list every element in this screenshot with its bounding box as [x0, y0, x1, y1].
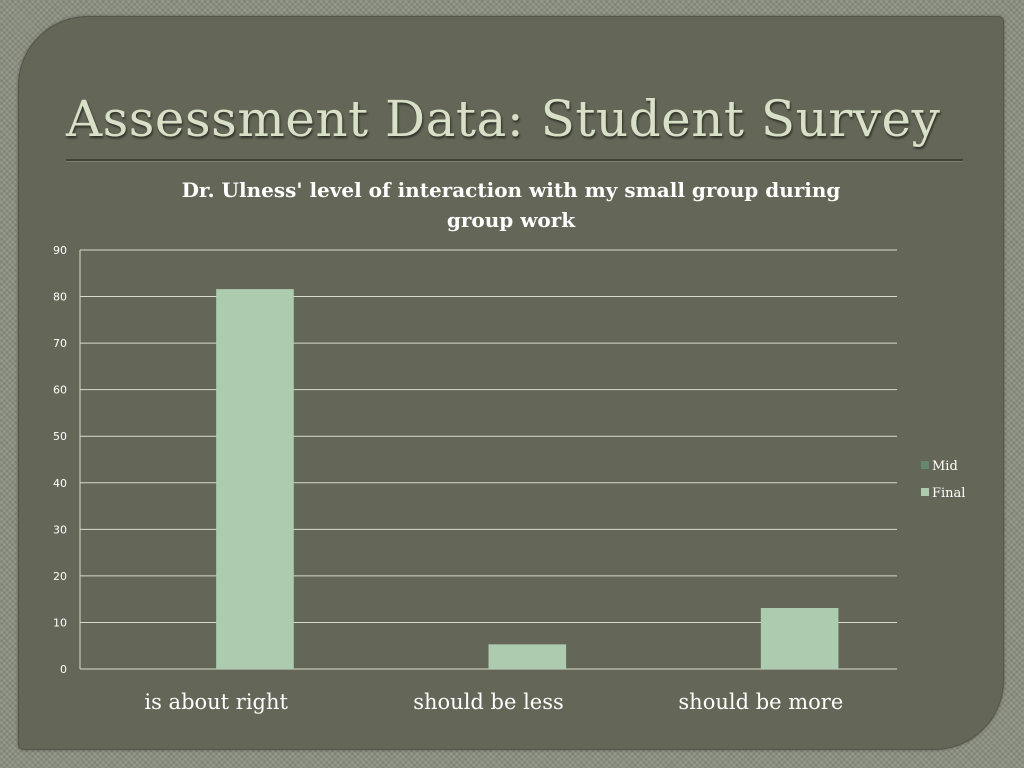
- y-tick-label: 90: [53, 244, 67, 257]
- y-tick-labels: 0 10 20 30 40 50 60 70 80 90: [53, 244, 67, 676]
- y-tick-label: 0: [60, 663, 67, 676]
- legend-label-mid: Mid: [932, 459, 958, 474]
- chart-title: Dr. Ulness' level of interaction with my…: [182, 178, 841, 232]
- title-divider: [66, 159, 963, 162]
- bar-final-0: [216, 289, 294, 669]
- legend: Mid Final: [921, 459, 965, 501]
- gridlines: [80, 249, 897, 670]
- y-tick-label: 10: [53, 616, 67, 629]
- slide-title: Assessment Data: Student Survey: [66, 90, 941, 148]
- chart-title-line: group work: [447, 208, 576, 232]
- y-tick-label: 70: [53, 337, 67, 350]
- bars: [216, 289, 839, 669]
- y-tick-label: 40: [53, 477, 67, 490]
- category-label: is about right: [144, 690, 288, 714]
- y-tick-label: 30: [53, 523, 67, 536]
- y-tick-label: 20: [53, 570, 67, 583]
- bar-final-1: [488, 644, 567, 669]
- y-tick-label: 50: [53, 430, 67, 443]
- legend-swatch-mid: [921, 461, 929, 469]
- bar-final-2: [760, 608, 839, 669]
- legend-label-final: Final: [932, 486, 965, 501]
- y-tick-label: 60: [53, 384, 67, 397]
- legend-swatch-final: [921, 488, 929, 496]
- chart-title-line: Dr. Ulness' level of interaction with my…: [182, 178, 841, 202]
- category-label: should be less: [413, 690, 564, 714]
- category-label: should be more: [678, 690, 843, 714]
- slide-panel: [18, 16, 1004, 750]
- category-labels: is about right should be less should be mo…: [144, 690, 843, 714]
- y-tick-label: 80: [53, 291, 67, 304]
